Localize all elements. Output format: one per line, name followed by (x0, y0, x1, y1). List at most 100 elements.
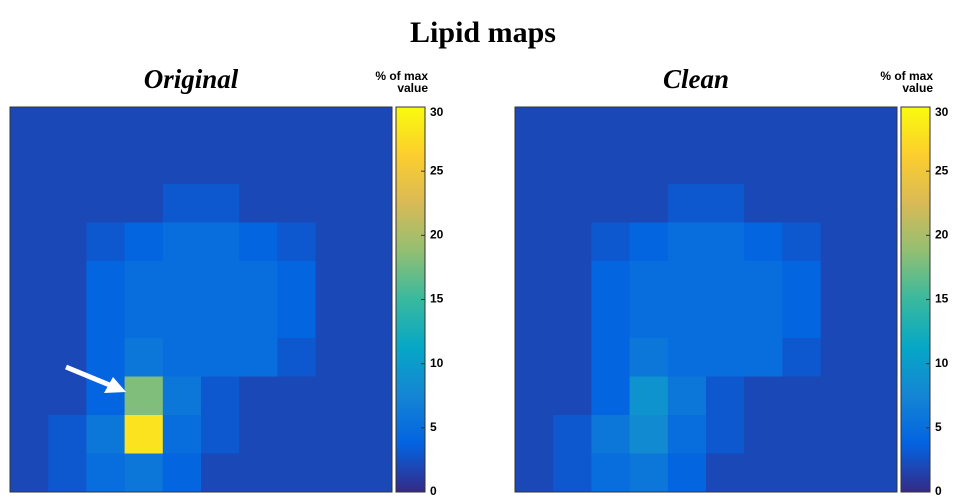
heatmap-cell (629, 376, 669, 416)
heatmap-cell (553, 376, 592, 416)
heatmap-cell (239, 261, 278, 300)
heatmap-cell (820, 376, 860, 416)
heatmap-cell (201, 184, 240, 223)
colorbar-tick-label: 0 (935, 484, 942, 497)
heatmap-cell (744, 415, 783, 454)
heatmap-cell (124, 145, 164, 185)
heatmap-cell (515, 222, 554, 262)
heatmap-cell (162, 261, 202, 300)
heatmap-cell (706, 261, 745, 300)
colorbar-tick-label: 0 (430, 484, 437, 497)
heatmap-cell (124, 415, 164, 454)
heatmap-cell (629, 184, 669, 223)
heatmap-cell (201, 107, 240, 146)
heatmap-cell (782, 222, 822, 262)
heatmap-cell (667, 145, 707, 185)
heatmap-cell (124, 261, 164, 300)
heatmap-cell (239, 299, 278, 339)
heatmap-cell (162, 107, 202, 146)
heatmap-cell (553, 261, 592, 300)
heatmap-cell (782, 107, 822, 146)
heatmap-cell (706, 453, 745, 493)
heatmap-cell (858, 184, 898, 223)
heatmap-cell (201, 299, 240, 339)
heatmap-cell (10, 299, 49, 339)
colorbar-tick-label: 25 (430, 163, 444, 177)
heatmap-cell (315, 184, 355, 223)
heatmap-cell (86, 338, 126, 377)
heatmap-cell (629, 299, 669, 339)
heatmap-cell (820, 145, 860, 185)
heatmap-cell (86, 453, 126, 493)
heatmap-cell (515, 299, 554, 339)
colorbar-tick-label: 15 (430, 292, 444, 306)
heatmap-cell (86, 415, 126, 454)
heatmap-cell (744, 261, 783, 300)
colorbar-tick-label: 10 (935, 356, 949, 370)
colorbar-tick-label: 20 (430, 228, 444, 242)
heatmap-cell (706, 184, 745, 223)
heatmap-cell (553, 222, 592, 262)
heatmap-cell (239, 376, 278, 416)
heatmap-cell (239, 107, 278, 146)
heatmap-cell (629, 145, 669, 185)
heatmap-cell (201, 453, 240, 493)
heatmap-cell (667, 453, 707, 493)
heatmap-cell (591, 222, 631, 262)
heatmap-cell (277, 222, 317, 262)
heatmap-cell (744, 376, 783, 416)
colorbar-tick-label: 5 (430, 420, 437, 434)
heatmap-cell (706, 415, 745, 454)
heatmap-cell (820, 299, 860, 339)
map-frame (9, 106, 393, 493)
heatmap-cell (10, 145, 49, 185)
heatmap-cell (201, 145, 240, 185)
heatmap-cell (629, 338, 669, 377)
heatmap-cell (858, 107, 898, 146)
heatmap-cell (667, 222, 707, 262)
heatmap-cell (629, 222, 669, 262)
colorbar-tick-label: 30 (430, 105, 444, 119)
heatmap-cell (706, 107, 745, 146)
heatmap-cell (629, 261, 669, 300)
heatmap-cell (86, 261, 126, 300)
heatmap-cell (353, 376, 393, 416)
heatmap-cell (315, 415, 355, 454)
colorbar-label: value (397, 81, 428, 95)
heatmap-cell (515, 415, 554, 454)
colorbar-tick-label: 30 (935, 105, 949, 119)
heatmap-cell (277, 299, 317, 339)
arrow-shaft (65, 364, 113, 389)
heatmap-cell (201, 261, 240, 300)
heatmap-cell (10, 376, 49, 416)
heatmap-cell (553, 415, 592, 454)
heatmap-cell (629, 107, 669, 146)
heatmap-cell (315, 261, 355, 300)
heatmap-cell (515, 261, 554, 300)
heatmap-cell (591, 338, 631, 377)
heatmap-cell (858, 261, 898, 300)
heatmap-cell (239, 222, 278, 262)
heatmap-cell (10, 184, 49, 223)
heatmap-cell (820, 261, 860, 300)
heatmap-cell (162, 184, 202, 223)
heatmap-cell (782, 338, 822, 377)
arrow (65, 364, 126, 393)
colorbar (900, 106, 931, 493)
colorbar-tick-label: 10 (430, 356, 444, 370)
heatmap-cell (353, 107, 393, 146)
heatmap-cell (553, 184, 592, 223)
heatmap-cell (820, 338, 860, 377)
heatmap-cell (515, 145, 554, 185)
heatmap-cell (201, 222, 240, 262)
heatmap-cell (315, 453, 355, 493)
heatmap-cell (162, 415, 202, 454)
heatmap-cell (858, 415, 898, 454)
heatmap-cell (782, 184, 822, 223)
heatmap-cell (515, 376, 554, 416)
heatmap-cell (667, 338, 707, 377)
heatmap-cell (162, 453, 202, 493)
heatmap-cell (553, 453, 592, 493)
heatmap-cell (744, 338, 783, 377)
heatmap-cell (162, 338, 202, 377)
